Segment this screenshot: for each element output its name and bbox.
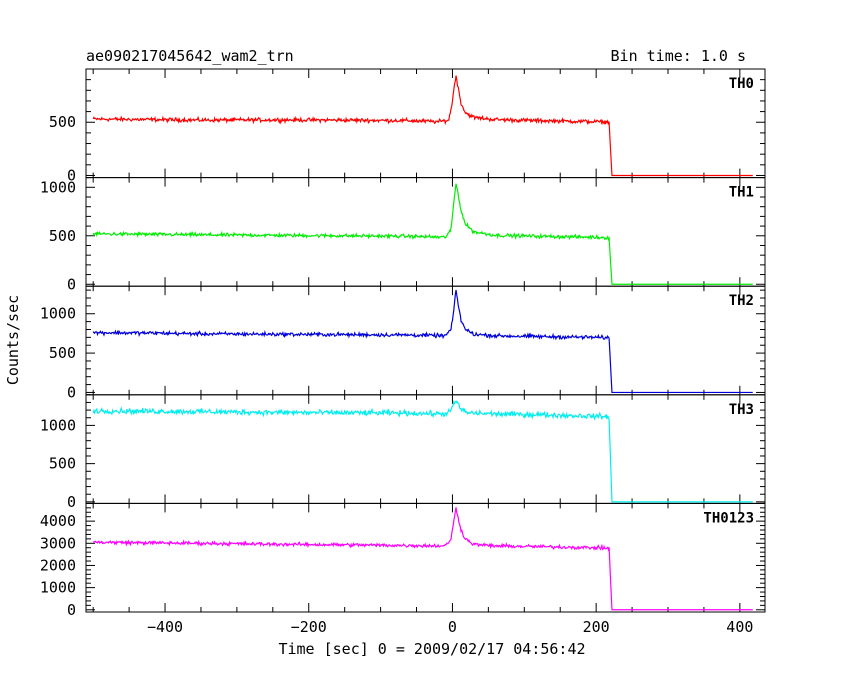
x-axis-tick-labels: −400 −200 0 200 400 — [147, 618, 753, 636]
y-tick-label: 1000 — [40, 416, 76, 434]
y-tick-label: 1000 — [40, 579, 76, 597]
y-tick-label: 3000 — [40, 534, 76, 552]
y-tick-label: 500 — [49, 455, 76, 473]
y-tick-label: 500 — [49, 113, 76, 131]
y-tick-label: 1000 — [40, 305, 76, 323]
panel-label: TH3 — [729, 402, 754, 418]
y-tick-label: 500 — [49, 227, 76, 245]
x-tick-label: −400 — [147, 618, 183, 636]
y-tick-label: 0 — [67, 383, 76, 401]
x-tick-label: 0 — [448, 618, 457, 636]
panel-th2: 0 500 1000 TH2 — [40, 285, 766, 401]
panel-label: TH2 — [729, 293, 754, 309]
y-tick-label: 0 — [67, 275, 76, 293]
series-line-th0 — [92, 75, 753, 177]
series-line-th2 — [92, 289, 753, 394]
series-line-th3 — [92, 399, 753, 503]
x-axis-title: Time [sec] 0 = 2009/02/17 04:56:42 — [278, 640, 585, 658]
y-tick-label: 0 — [67, 601, 76, 619]
x-tick-label: 400 — [726, 618, 753, 636]
x-tick-label: 200 — [583, 618, 610, 636]
panel-label: TH0123 — [703, 510, 754, 526]
panel-label: TH1 — [729, 185, 754, 201]
y-tick-label: 1000 — [40, 178, 76, 196]
chart-title: ae090217045642_wam2_trn — [86, 47, 294, 65]
y-tick-label: 0 — [67, 166, 76, 184]
panel-frame — [85, 502, 766, 613]
panel-label: TH0 — [729, 76, 754, 92]
bin-time-label: Bin time: 1.0 s — [611, 47, 746, 65]
series-line-th1 — [92, 183, 753, 285]
y-axis-title: Counts/sec — [4, 295, 22, 385]
series-line-th0123 — [93, 507, 753, 611]
y-tick-label: 500 — [49, 344, 76, 362]
panels-group: 0 500 TH0 0 500 1000 TH1 0 500 1000 TH2 0 500 1000 TH3… — [40, 68, 766, 619]
panel-th0123: 0 1000 2000 3000 4000 TH0123 — [40, 502, 766, 619]
panel-th1: 0 500 1000 TH1 — [40, 177, 766, 293]
y-tick-label: 4000 — [40, 512, 76, 530]
y-tick-label: 0 — [67, 493, 76, 511]
y-tick-label: 2000 — [40, 556, 76, 574]
x-tick-label: −200 — [291, 618, 327, 636]
panel-th3: 0 500 1000 TH3 — [40, 394, 766, 511]
